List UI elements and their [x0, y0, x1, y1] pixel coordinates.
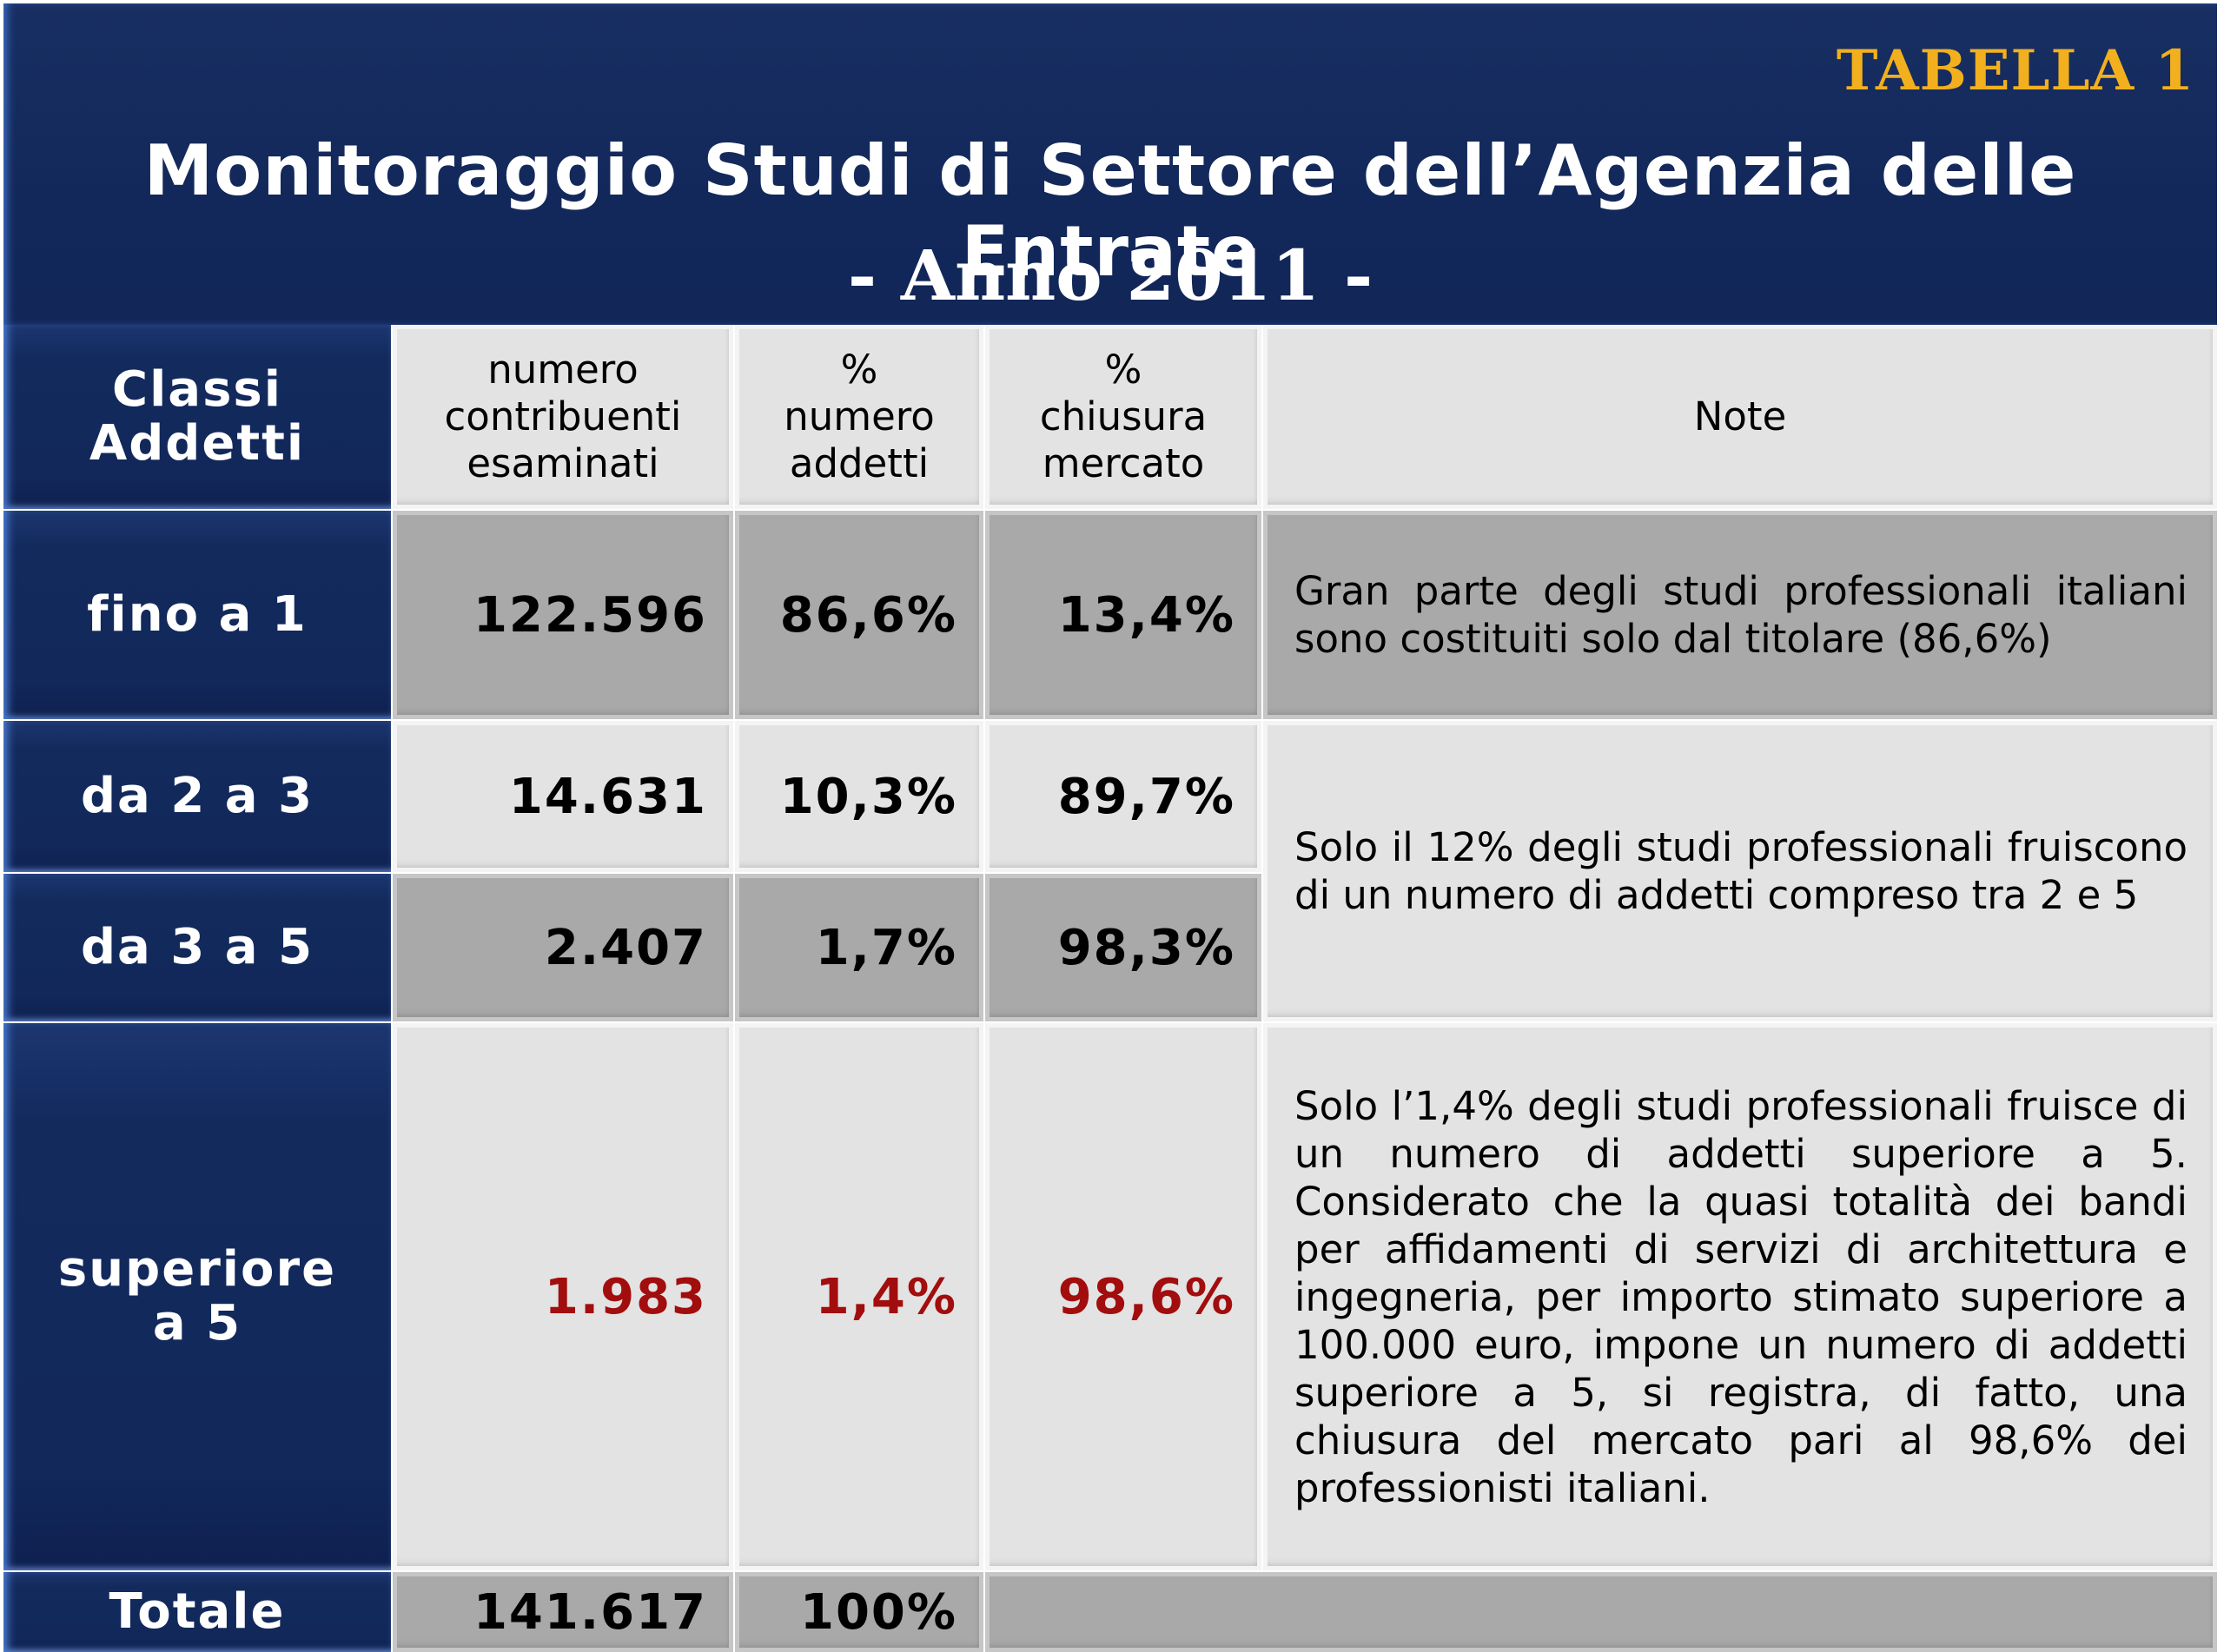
cell-totale-perc-addetti: 100% [735, 1572, 983, 1652]
value-perc-chiusura: 89,7% [1057, 768, 1235, 825]
note-text-1: Gran parte degli studi professionali ita… [1294, 568, 2188, 662]
page-subtitle: - Anno 2011 - [847, 235, 1373, 316]
value-perc-addetti: 10,3% [779, 768, 957, 825]
note-text-2: Solo il 12% degli studi professionali fr… [1294, 824, 2188, 918]
cell-totale-empty [985, 1572, 2217, 1652]
row-label-totale: Totale [3, 1572, 391, 1652]
row-label-text: da 3 a 5 [80, 919, 314, 975]
cell-note-3: Solo l’1,4% degli studi professionali fr… [1263, 1023, 2217, 1570]
page-title: Monitoraggio Studi di Settore dell’Agenz… [143, 130, 2077, 292]
row-label-superiore-a-5: superiore a 5 [3, 1023, 391, 1570]
value-perc-chiusura: 98,6% [1057, 1268, 1235, 1325]
cell-contribuenti: 2.407 [393, 874, 733, 1021]
cell-note-2: Solo il 12% degli studi professionali fr… [1263, 721, 2217, 1021]
header-perc-addetti: % numero addetti [735, 325, 983, 509]
value-totale-perc-addetti: 100% [799, 1583, 957, 1641]
header-perc-addetti-label: % numero addetti [784, 347, 935, 486]
header-classi-label: Classi Addetti [89, 361, 306, 472]
cell-note-1: Gran parte degli studi professionali ita… [1263, 511, 2217, 719]
row-label-text: Totale [109, 1583, 286, 1640]
cell-perc-addetti: 1,4% [735, 1023, 983, 1570]
cell-perc-chiusura: 89,7% [985, 721, 1261, 872]
header-perc-chiusura: % chiusura mercato [985, 325, 1261, 509]
header-banner: TABELLA 1 Monitoraggio Studi di Settore … [3, 3, 2217, 325]
header-perc-chiusura-label: % chiusura mercato [1039, 347, 1208, 486]
cell-perc-chiusura: 13,4% [985, 511, 1261, 719]
value-totale-contribuenti: 141.617 [473, 1583, 707, 1641]
row-label-text: fino a 1 [87, 586, 308, 643]
value-contribuenti: 14.631 [508, 768, 707, 825]
cell-contribuenti: 1.983 [393, 1023, 733, 1570]
cell-perc-chiusura: 98,3% [985, 874, 1261, 1021]
row-label-fino-a-1: fino a 1 [3, 511, 391, 719]
value-perc-chiusura: 98,3% [1057, 919, 1235, 976]
row-label-text: da 2 a 3 [80, 768, 314, 824]
cell-contribuenti: 14.631 [393, 721, 733, 872]
row-label-da-2-a-3: da 2 a 3 [3, 721, 391, 872]
cell-perc-addetti: 10,3% [735, 721, 983, 872]
value-perc-chiusura: 13,4% [1057, 586, 1235, 644]
value-perc-addetti: 1,4% [815, 1268, 957, 1325]
row-label-da-3-a-5: da 3 a 5 [3, 874, 391, 1021]
value-contribuenti: 122.596 [473, 586, 707, 644]
value-contribuenti: 2.407 [544, 919, 707, 976]
header-classi-addetti: Classi Addetti [3, 325, 391, 509]
row-label-text: superiore a 5 [57, 1241, 337, 1351]
cell-totale-contribuenti: 141.617 [393, 1572, 733, 1652]
header-note-label: Note [1693, 393, 1787, 439]
table-tag: TABELLA 1 [1836, 38, 2194, 103]
cell-contribuenti: 122.596 [393, 511, 733, 719]
note-text-3: Solo l’1,4% degli studi professionali fr… [1294, 1083, 2188, 1511]
cell-perc-chiusura: 98,6% [985, 1023, 1261, 1570]
header-note: Note [1263, 325, 2217, 509]
header-contribuenti-label: numero contribuenti esaminati [444, 347, 682, 486]
header-contribuenti: numero contribuenti esaminati [393, 325, 733, 509]
cell-perc-addetti: 86,6% [735, 511, 983, 719]
value-perc-addetti: 86,6% [779, 586, 957, 644]
value-contribuenti: 1.983 [544, 1268, 707, 1325]
value-perc-addetti: 1,7% [815, 919, 957, 976]
cell-perc-addetti: 1,7% [735, 874, 983, 1021]
